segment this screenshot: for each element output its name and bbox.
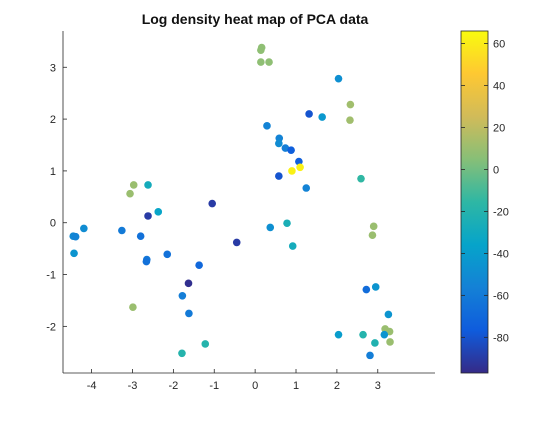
y-tick-label: 3	[50, 62, 56, 74]
data-point	[334, 74, 343, 83]
y-tick-label: 0	[50, 218, 56, 230]
x-tick-label: 2	[334, 380, 340, 392]
colorbar-tick-label: 0	[493, 164, 499, 176]
data-point	[80, 224, 88, 233]
data-point	[334, 330, 343, 339]
data-point	[296, 163, 304, 172]
data-point	[136, 232, 145, 240]
data-point	[257, 58, 265, 66]
colorbar	[460, 30, 489, 374]
data-point	[266, 223, 275, 232]
colorbar-gradient	[460, 30, 489, 374]
data-point	[144, 212, 152, 220]
data-point	[201, 340, 210, 348]
data-point	[129, 303, 137, 311]
data-point	[144, 181, 152, 189]
x-tick-label: 3	[375, 380, 381, 392]
data-point	[118, 226, 126, 235]
colorbar-axis: 60 40 20 0 -20 -40 -60 -80	[461, 39, 509, 344]
data-point	[380, 330, 389, 339]
data-point	[275, 139, 283, 148]
data-point	[185, 309, 193, 318]
data-point	[288, 167, 296, 175]
data-point	[71, 232, 80, 241]
colorbar-tick-label: 20	[493, 123, 505, 135]
data-point	[126, 189, 134, 198]
data-point	[346, 100, 355, 109]
data-point	[283, 219, 291, 228]
data-point	[178, 291, 187, 300]
data-point	[281, 144, 290, 152]
data-point	[232, 238, 241, 247]
colorbar-tick-label: -80	[493, 332, 509, 344]
x-tick-label: 0	[252, 380, 258, 392]
data-point	[184, 279, 193, 288]
x-tick-label: -4	[87, 380, 97, 392]
data-point	[295, 157, 303, 166]
y-tick-label: -2	[46, 321, 56, 333]
data-point	[265, 58, 273, 66]
data-point	[275, 172, 283, 180]
axes-frame	[62, 31, 435, 374]
y-tick-label: -1	[46, 270, 56, 282]
chart-title: Log density heat map of PCA data	[142, 11, 369, 27]
colorbar-tick-label: -60	[493, 290, 509, 302]
y-tick-label: 2	[50, 114, 56, 126]
data-point	[257, 46, 265, 54]
x-tick-label: -3	[128, 380, 138, 392]
x-tick-label: 1	[293, 380, 299, 392]
colorbar-tick-label: 40	[493, 81, 505, 93]
data-point	[346, 116, 354, 124]
data-point	[384, 310, 393, 319]
x-tick-label: -2	[168, 380, 178, 392]
data-point	[163, 250, 172, 259]
data-point	[302, 184, 311, 192]
data-point	[129, 181, 138, 189]
data-point	[371, 339, 379, 347]
data-point	[366, 351, 374, 360]
y-axis: -2 -1 0 1 2 3	[46, 62, 67, 333]
data-point	[386, 338, 394, 346]
y-tick-label: 1	[50, 166, 56, 178]
data-point	[368, 231, 377, 239]
colorbar-tick-label: -20	[493, 206, 509, 218]
data-point	[362, 285, 371, 294]
data-points	[69, 43, 394, 360]
data-point	[359, 330, 367, 339]
data-point	[287, 146, 295, 154]
x-tick-label: -1	[209, 380, 219, 392]
colorbar-tick-label: -40	[493, 248, 509, 260]
data-point	[70, 249, 78, 258]
data-point	[357, 174, 365, 183]
data-point	[288, 242, 297, 250]
data-point	[305, 110, 313, 118]
data-point	[318, 113, 326, 121]
data-point	[195, 261, 203, 270]
data-point	[263, 122, 271, 130]
data-point	[154, 208, 163, 216]
data-point	[178, 349, 186, 358]
data-point	[369, 222, 378, 231]
colorbar-tick-label: 60	[493, 39, 505, 51]
x-axis: -4 -3 -2 -1 0 1 2 3	[87, 369, 381, 392]
data-point	[371, 283, 380, 291]
data-point	[142, 257, 151, 266]
data-point	[208, 199, 217, 208]
